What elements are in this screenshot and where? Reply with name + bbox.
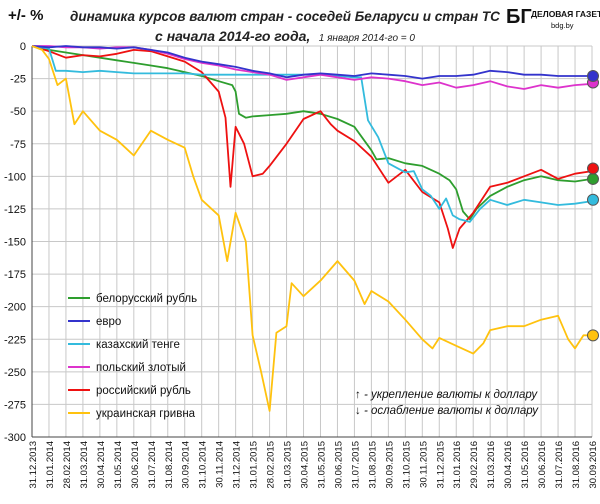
x-tick-label: 28.02.2015 [266,441,277,489]
chart-title-main: с начала 2014-го года, [155,28,310,44]
y-axis-label: +/- % [8,7,43,24]
legend: белорусский рубль евро казахский тенге поль… [68,293,197,420]
chart-title-line1: динамика курсов валют стран - соседей Бе… [70,9,500,24]
x-tick-label: 31.05.2015 [316,441,327,489]
x-tick-label: 31.10.2015 [401,441,412,489]
x-tick-label: 31.03.2015 [283,441,294,489]
x-tick-label: 30.11.2015 [418,441,429,488]
x-tick-label: 30.04.2016 [503,441,514,489]
x-tick-label: 31.01.2015 [249,441,260,489]
end-markers [587,69,599,342]
x-tick-label: 31.07.2014 [147,441,158,489]
x-tick-label: 30.11.2014 [215,441,226,488]
series-line [32,45,593,90]
x-tick-label: 31.01.2016 [452,441,463,489]
y-tick-label: -175 [4,269,26,281]
chart-title-note: 1 января 2014-го = 0 [319,33,416,44]
series-end-marker [587,329,599,342]
x-tick-label: 31.08.2015 [367,441,378,489]
chart-title-line2: с начала 2014-го года, 1 января 2014-го … [155,28,415,45]
x-tick-label: 28.02.2014 [62,441,73,489]
x-tick-label: 30.04.2014 [96,441,107,489]
x-tick-label: 31.12.2013 [28,441,39,489]
x-tick-label: 31.03.2016 [486,441,497,489]
series-end-marker [587,193,599,206]
deloviya-gazeta-logo: БГ ДЕЛОВАЯ ГАЗЕТА bdg.by [506,6,600,30]
annotation-weakening: ↓ - ослабление валюты к доллару [355,405,539,417]
series-line [31,45,592,412]
y-tick-label: -150 [4,237,26,249]
svg-text:bdg.by: bdg.by [551,21,574,30]
x-tick-label: 30.04.2015 [300,441,311,489]
series-lines [31,45,593,412]
x-tick-label: 31.01.2014 [45,441,56,489]
x-tick-label: 31.12.2014 [232,441,243,489]
y-tick-label: 0 [20,41,26,53]
x-tick-label: 30.06.2014 [130,441,141,489]
x-tick-label: 30.09.2015 [384,441,395,489]
annotation-strengthening: ↑ - укрепление валюты к доллару [355,389,538,401]
y-tick-label: -275 [4,399,26,411]
x-tick-label: 31.07.2016 [554,441,565,489]
legend-label: украинская гривна [96,408,196,420]
y-tick-label: -200 [4,302,26,314]
svg-text:ДЕЛОВАЯ ГАЗЕТА: ДЕЛОВАЯ ГАЗЕТА [531,9,600,19]
series-line [31,45,593,249]
legend-label: белорусский рубль [96,293,197,305]
x-tick-label: 31.12.2015 [435,441,446,489]
x-tick-label: 30.09.2014 [181,441,192,489]
y-tick-label: -250 [4,367,26,379]
y-tick-label: -300 [4,432,26,444]
x-tick-label: 31.08.2014 [164,441,175,489]
series-line [31,45,593,223]
x-tick-label: 31.05.2016 [520,441,531,489]
x-tick-label: 31.03.2014 [79,441,90,489]
x-tick-label: 31.05.2014 [113,441,124,489]
legend-label: казахский тенге [96,339,180,351]
x-tick-label: 29.02.2016 [469,441,480,489]
series-end-marker [587,69,599,82]
y-tick-label: -125 [4,204,26,216]
x-tick-label: 31.07.2015 [350,441,361,489]
y-tick-label: -50 [10,106,26,118]
legend-label: российский рубль [96,385,191,397]
x-tick-label: 31.10.2014 [198,441,209,489]
y-tick-label: -25 [10,74,26,86]
grid [31,45,593,438]
svg-text:БГ: БГ [506,6,532,28]
series-end-marker [587,172,599,185]
series-line [31,45,592,80]
legend-label: евро [96,316,121,328]
x-tick-label: 30.06.2015 [333,441,344,489]
x-tick-label: 31.08.2016 [571,441,582,489]
legend-label: польский злотый [96,362,186,374]
y-tick-label: -75 [10,139,26,151]
series-end-marker [587,162,599,175]
series-line [31,45,593,221]
y-tick-label: -225 [4,334,26,346]
x-tick-label: 30.06.2016 [537,441,548,489]
x-tick-label: 30.09.2016 [588,441,599,489]
y-tick-label: -100 [4,171,26,183]
axes: 0 -25 -50 -75 -100 -125 -150 -175 -200 -225 -250 -2… [4,41,599,489]
